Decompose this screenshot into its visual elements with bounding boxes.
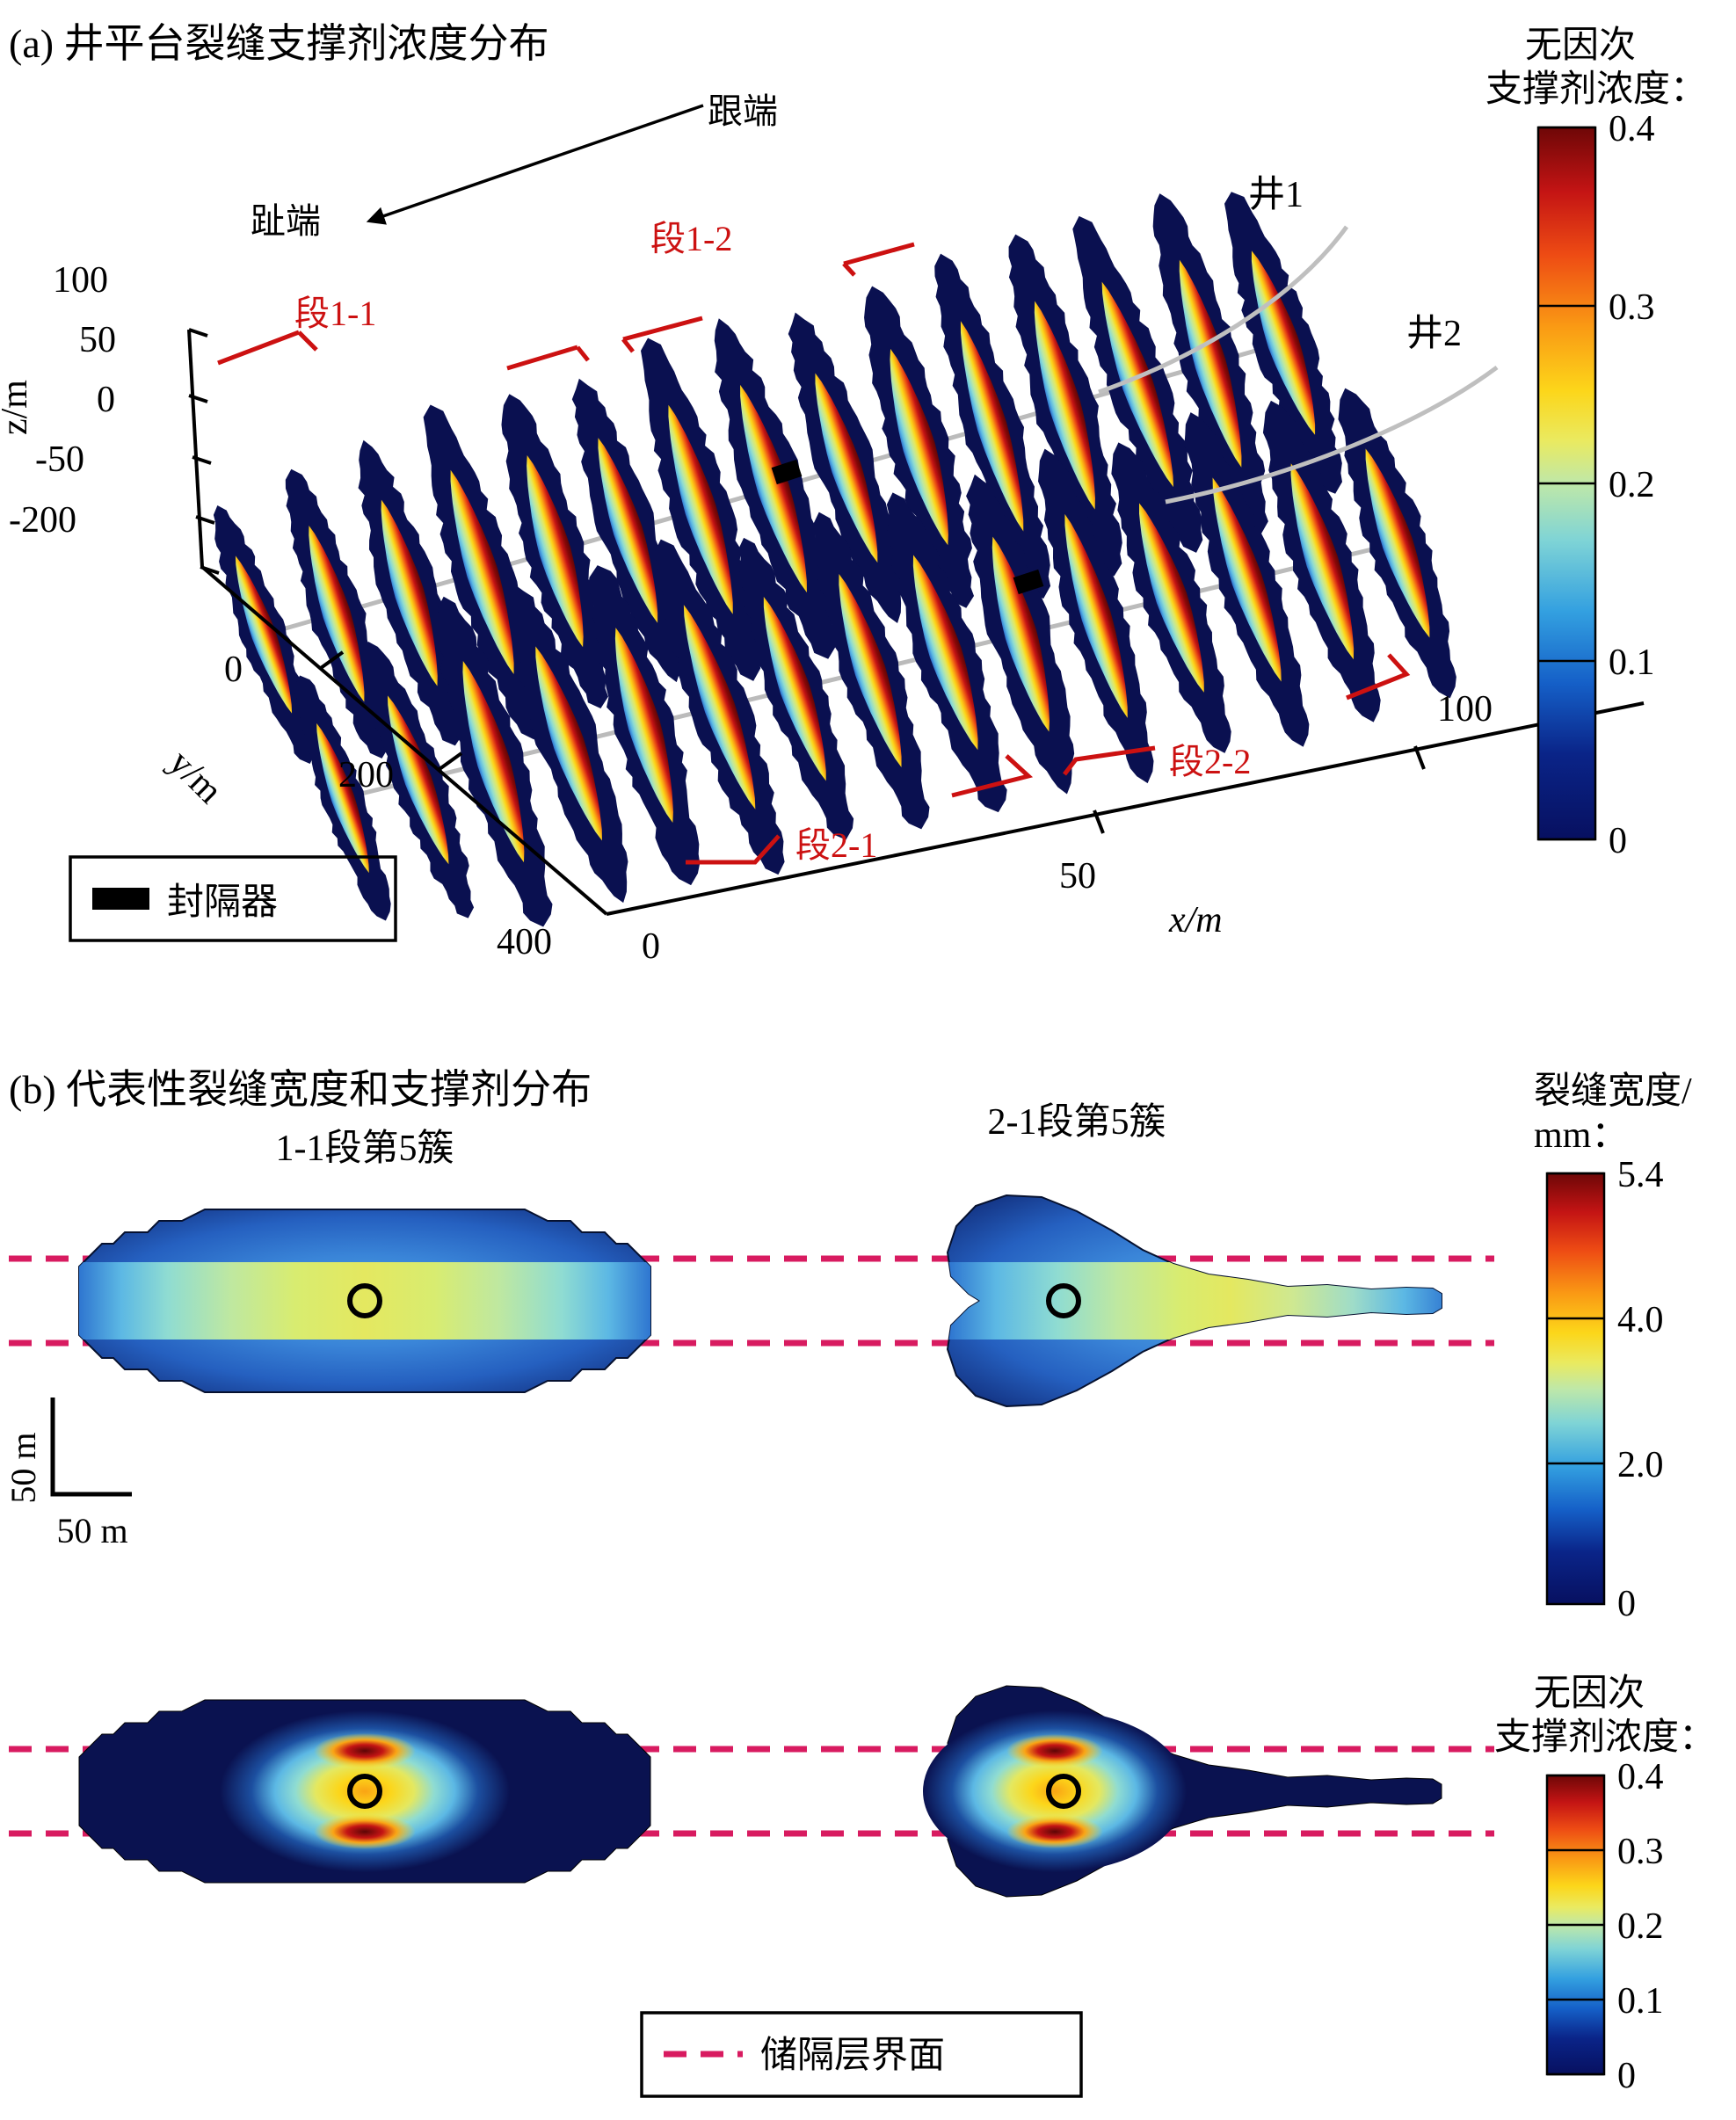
- svg-text:1-1段第5簇: 1-1段第5簇: [276, 1128, 454, 1169]
- svg-text:储隔层界面: 储隔层界面: [760, 2036, 945, 2076]
- svg-text:趾端: 趾端: [251, 201, 321, 241]
- svg-text:井1: 井1: [1248, 175, 1304, 215]
- svg-text:0.3: 0.3: [1617, 1832, 1664, 1872]
- svg-text:裂缝宽度/: 裂缝宽度/: [1534, 1071, 1692, 1112]
- svg-text:0: 0: [1617, 1584, 1636, 1624]
- svg-text:mm：: mm：: [1534, 1115, 1628, 1156]
- svg-text:井2: 井2: [1406, 314, 1462, 354]
- svg-text:0.2: 0.2: [1617, 1906, 1664, 1947]
- svg-text:支撑剂浓度：: 支撑剂浓度：: [1494, 1717, 1716, 1758]
- svg-text:段1-2: 段1-2: [650, 219, 732, 258]
- svg-text:100: 100: [53, 260, 108, 301]
- svg-text:0: 0: [1609, 821, 1627, 861]
- svg-text:封隔器: 封隔器: [167, 882, 278, 923]
- svg-text:支撑剂浓度：: 支撑剂浓度：: [1485, 69, 1707, 110]
- svg-text:x/m: x/m: [1168, 900, 1223, 940]
- svg-text:50: 50: [1059, 856, 1096, 897]
- svg-text:50: 50: [79, 320, 116, 360]
- svg-text:0: 0: [642, 926, 660, 967]
- svg-text:0: 0: [224, 650, 243, 690]
- svg-text:段1-1: 段1-1: [294, 294, 376, 333]
- svg-text:0.4: 0.4: [1617, 1757, 1664, 1797]
- svg-text:5.4: 5.4: [1617, 1155, 1664, 1195]
- svg-text:无因次: 无因次: [1525, 25, 1636, 66]
- svg-text:段2-2: 段2-2: [1169, 742, 1251, 781]
- svg-text:100: 100: [1437, 689, 1493, 730]
- svg-text:0.3: 0.3: [1609, 287, 1655, 328]
- svg-text:0.2: 0.2: [1609, 465, 1655, 505]
- svg-text:段2-1: 段2-1: [795, 825, 877, 865]
- svg-text:z/m: z/m: [0, 380, 35, 435]
- svg-text:0.1: 0.1: [1617, 1981, 1664, 2022]
- svg-text:4.0: 4.0: [1617, 1300, 1664, 1340]
- svg-text:无因次: 无因次: [1534, 1673, 1645, 1714]
- svg-text:200: 200: [338, 755, 394, 795]
- svg-text:2-1段第5簇: 2-1段第5簇: [988, 1101, 1166, 1143]
- svg-text:(b) 代表性裂缝宽度和支撑剂分布: (b) 代表性裂缝宽度和支撑剂分布: [9, 1067, 592, 1112]
- svg-text:0.4: 0.4: [1609, 109, 1655, 149]
- svg-text:400: 400: [497, 922, 552, 962]
- svg-text:0.1: 0.1: [1609, 643, 1655, 683]
- svg-text:-50: -50: [35, 439, 84, 480]
- svg-text:(a) 井平台裂缝支撑剂浓度分布: (a) 井平台裂缝支撑剂浓度分布: [9, 21, 549, 66]
- svg-text:50 m: 50 m: [56, 1511, 127, 1550]
- svg-text:2.0: 2.0: [1617, 1445, 1664, 1485]
- svg-text:跟端: 跟端: [708, 91, 778, 131]
- svg-text:y/m: y/m: [161, 743, 230, 812]
- svg-text:-200: -200: [9, 500, 76, 541]
- svg-text:0: 0: [97, 380, 115, 420]
- svg-text:0: 0: [1617, 2056, 1636, 2096]
- svg-text:50 m: 50 m: [4, 1432, 43, 1503]
